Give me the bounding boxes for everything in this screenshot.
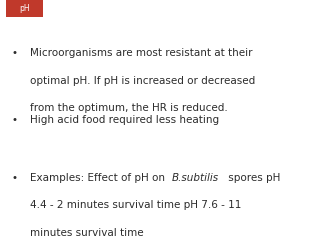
Text: B.subtilis: B.subtilis bbox=[171, 173, 218, 183]
Text: minutes survival time: minutes survival time bbox=[30, 228, 144, 238]
Text: •: • bbox=[12, 173, 17, 183]
FancyBboxPatch shape bbox=[6, 0, 43, 17]
Text: Examples: Effect of pH on: Examples: Effect of pH on bbox=[30, 173, 169, 183]
Text: 4.4 - 2 minutes survival time pH 7.6 - 11: 4.4 - 2 minutes survival time pH 7.6 - 1… bbox=[30, 200, 242, 210]
Text: •: • bbox=[12, 48, 17, 58]
Text: High acid food required less heating: High acid food required less heating bbox=[30, 115, 220, 125]
Text: •: • bbox=[12, 115, 17, 125]
Text: Microorganisms are most resistant at their: Microorganisms are most resistant at the… bbox=[30, 48, 253, 58]
Text: pH: pH bbox=[19, 4, 29, 13]
Text: from the optimum, the HR is reduced.: from the optimum, the HR is reduced. bbox=[30, 103, 228, 113]
Text: spores pH: spores pH bbox=[225, 173, 281, 183]
Text: optimal pH. If pH is increased or decreased: optimal pH. If pH is increased or decrea… bbox=[30, 76, 256, 86]
